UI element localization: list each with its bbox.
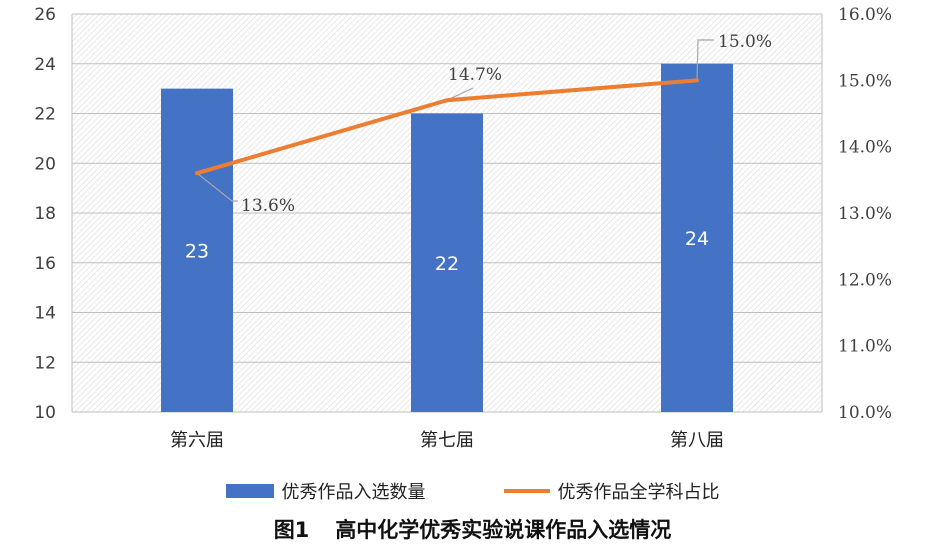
- x-category-label: 第六届: [170, 430, 224, 451]
- legend-label-bar: 优秀作品入选数量: [281, 482, 426, 503]
- figure-caption: 图1 高中化学优秀实验说课作品入选情况: [0, 514, 945, 544]
- leader-line: [196, 172, 238, 202]
- bar-data-label: 24: [685, 228, 709, 250]
- y-left-tick-label: 22: [34, 105, 56, 125]
- x-category-label: 第七届: [420, 430, 474, 451]
- y-right-tick-label: 16.0%: [838, 5, 892, 25]
- y-right-tick-label: 10.0%: [838, 403, 892, 423]
- y-left-tick-label: 26: [34, 5, 56, 25]
- line-data-label: 14.7%: [448, 65, 502, 85]
- legend-swatch-line: [503, 489, 550, 493]
- figure-number: 图1: [273, 518, 310, 542]
- legend-item-bar: 优秀作品入选数量: [225, 478, 426, 504]
- y-left-tick-label: 14: [34, 304, 56, 324]
- y-left-tick-label: 16: [34, 254, 56, 274]
- line-series: [195, 78, 699, 176]
- y-left-tick-label: 18: [34, 204, 56, 224]
- bar-data-label: 22: [435, 253, 459, 275]
- line-data-label: 13.6%: [241, 196, 295, 216]
- y-right-tick-label: 11.0%: [838, 337, 892, 357]
- leader-line: [696, 39, 714, 81]
- legend-item-line: 优秀作品全学科占比: [503, 478, 720, 504]
- legend-swatch-bar: [225, 484, 274, 498]
- y-right-tick-label: 13.0%: [838, 204, 892, 224]
- y-right-tick-label: 15.0%: [838, 71, 892, 91]
- y-left-tick-label: 24: [34, 55, 56, 75]
- bar: [411, 113, 483, 412]
- y-left-tick-label: 20: [34, 154, 56, 174]
- y-left-tick-label: 12: [34, 353, 56, 373]
- legend-label-line: 优秀作品全学科占比: [557, 482, 720, 503]
- y-left-tick-label: 10: [34, 403, 56, 423]
- chart: 10 12 14 16 18 20 22 24 26 10.0% 11.0% 12.0% 13.0% 1…: [34, 5, 892, 451]
- figure-title: 高中化学优秀实验说课作品入选情况: [335, 518, 672, 542]
- bar: [161, 88, 233, 412]
- x-category-label: 第八届: [670, 430, 724, 451]
- line-data-label: 15.0%: [718, 32, 772, 52]
- y-right-tick-label: 14.0%: [838, 138, 892, 158]
- legend: 优秀作品入选数量 优秀作品全学科占比: [0, 478, 945, 504]
- bar-data-label: 23: [185, 240, 209, 262]
- bar: [661, 63, 733, 412]
- y-right-tick-label: 12.0%: [838, 270, 892, 290]
